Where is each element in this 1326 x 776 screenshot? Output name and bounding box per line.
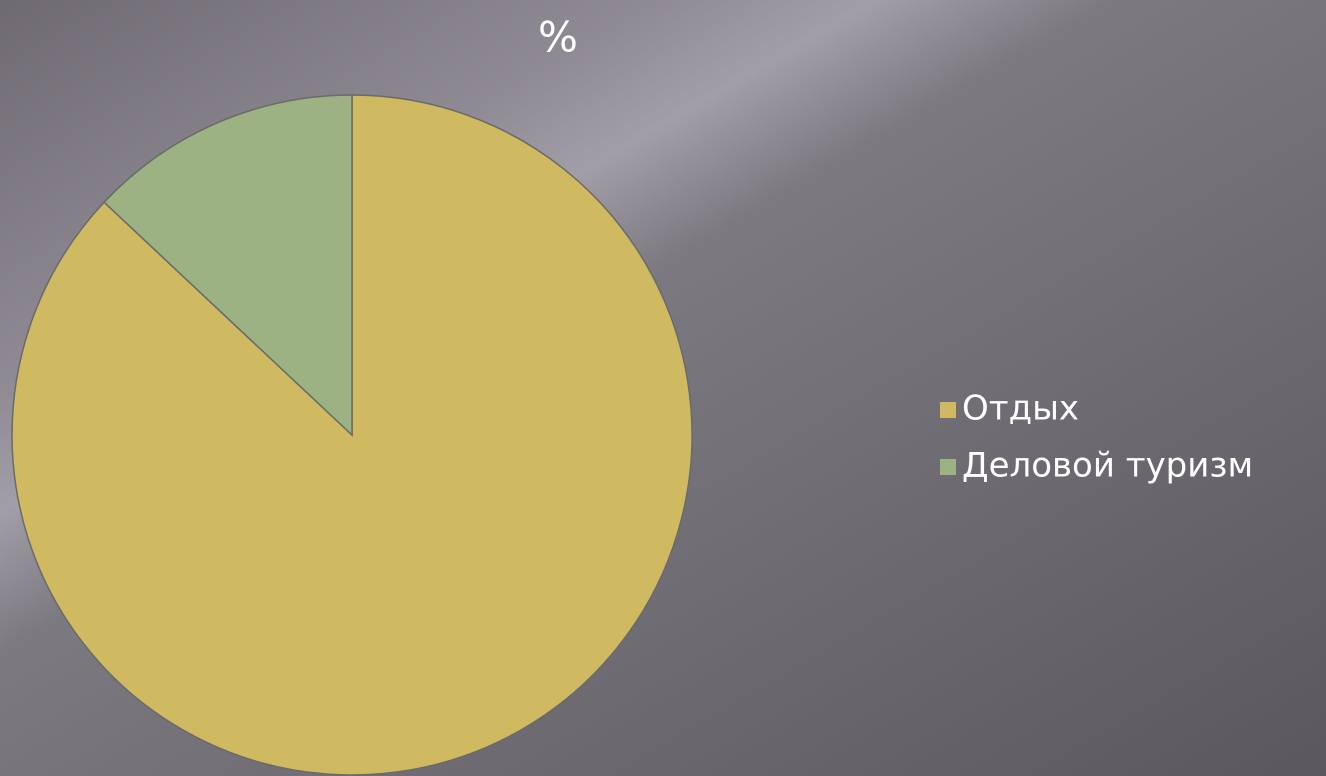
legend-label: Отдых bbox=[962, 389, 1079, 429]
pie-slice bbox=[103, 94, 353, 437]
legend-swatch bbox=[940, 459, 956, 475]
legend-label: Деловой туризм bbox=[962, 446, 1253, 486]
legend-swatch bbox=[940, 402, 956, 418]
chart-title: % bbox=[538, 13, 578, 62]
